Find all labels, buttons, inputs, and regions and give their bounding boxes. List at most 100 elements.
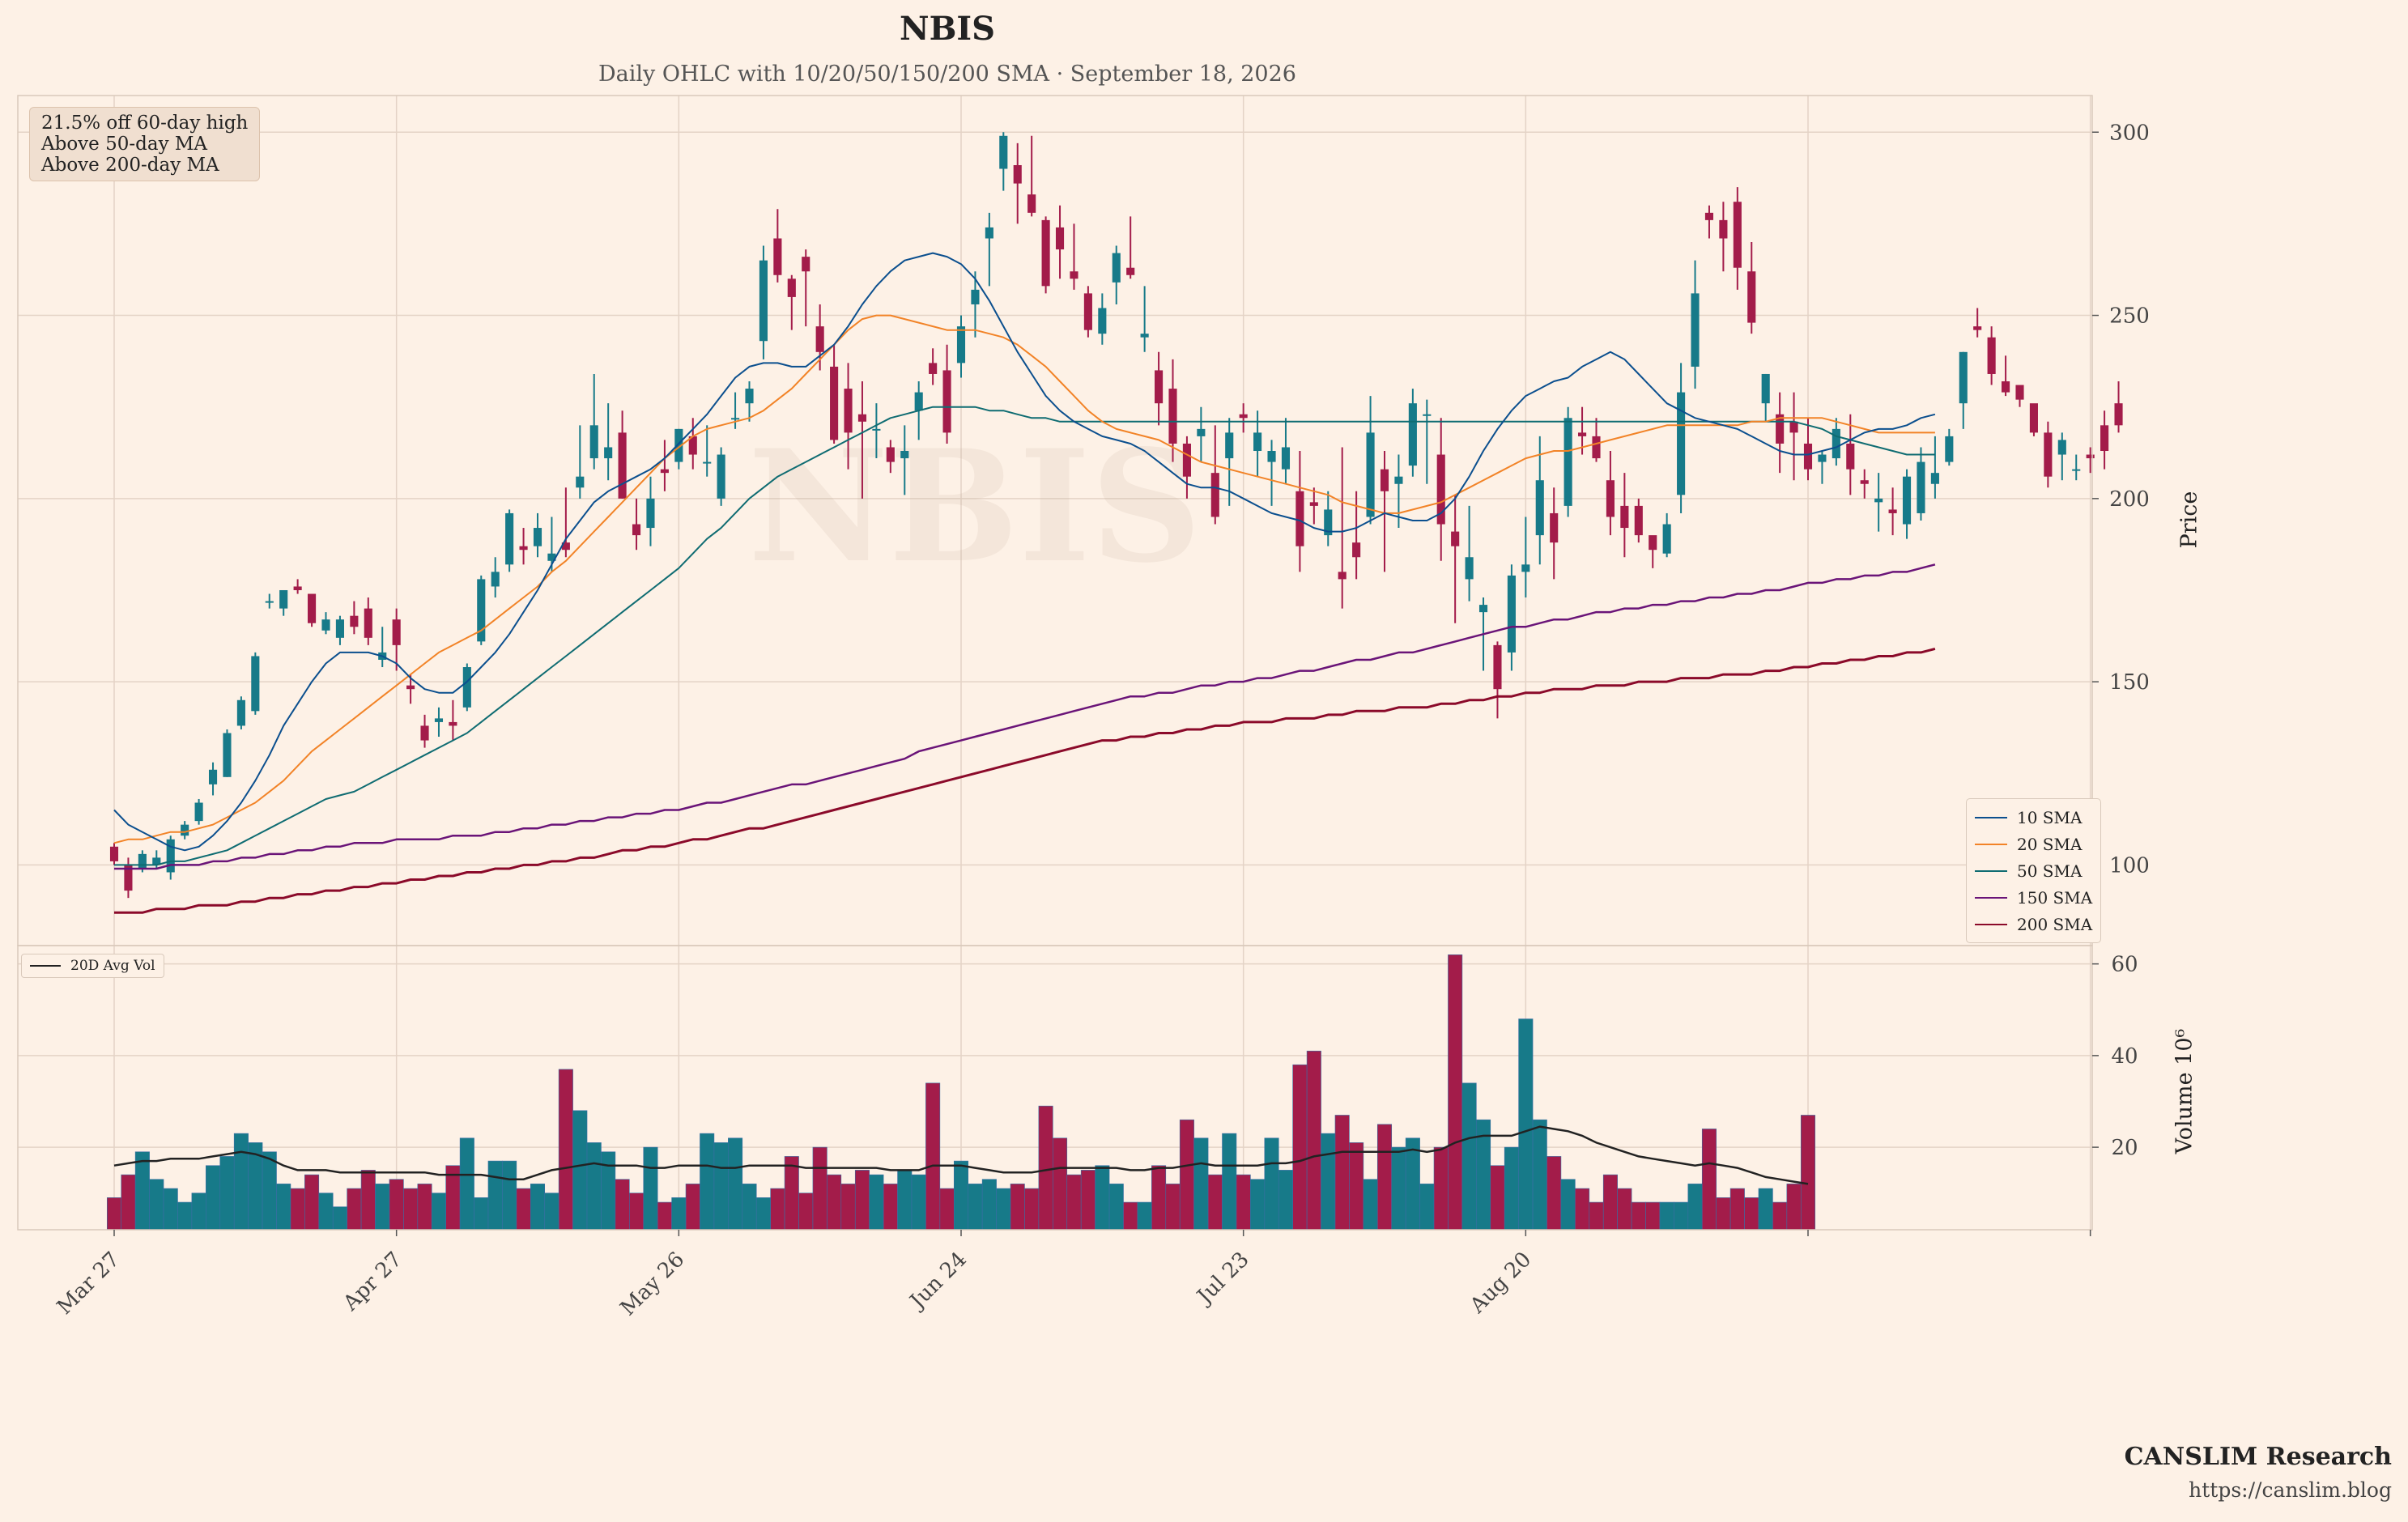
volume-bar: [953, 1160, 969, 1231]
volume-bar: [177, 1201, 193, 1231]
candle-body: [802, 257, 810, 272]
volume-bar: [121, 1174, 136, 1231]
candle-body: [576, 476, 585, 488]
volume-bar: [742, 1184, 757, 1231]
volume-bar: [854, 1170, 870, 1231]
candle-body: [1691, 293, 1700, 367]
candle-body: [1563, 418, 1572, 506]
candle-body: [166, 839, 175, 873]
volume-bar: [784, 1156, 799, 1231]
volume-bar: [1292, 1064, 1308, 1231]
volume-bar: [163, 1188, 178, 1231]
volume-bar: [1349, 1142, 1364, 1231]
candle-body: [787, 278, 796, 297]
volume-bar: [1786, 1184, 1802, 1231]
candle-body: [1761, 373, 1770, 404]
volume-bar: [1207, 1174, 1223, 1231]
legend-swatch-sma200: [1975, 923, 2007, 925]
volume-bar: [134, 1151, 150, 1231]
volume-bar: [1461, 1082, 1477, 1231]
candle-body: [251, 656, 260, 712]
volume-bar: [1532, 1119, 1547, 1231]
candle-body: [1155, 370, 1164, 404]
candle-body: [1210, 473, 1219, 517]
candle-body: [1168, 389, 1177, 444]
candle-body: [1535, 480, 1544, 536]
candle-body: [279, 589, 288, 609]
volume-bar: [615, 1179, 630, 1231]
candle-body: [1083, 293, 1092, 330]
candle-body: [1818, 454, 1827, 462]
volume-bar: [911, 1174, 926, 1231]
volume-bar: [1589, 1201, 1604, 1231]
candle-body: [703, 461, 712, 464]
volume-bar: [1363, 1179, 1378, 1231]
candle-body: [1309, 502, 1318, 506]
x-tick-label: Jun 24: [904, 1248, 972, 1316]
volume-bar: [544, 1193, 559, 1231]
volume-bar: [1376, 1124, 1393, 1231]
candle-body: [2057, 440, 2066, 455]
volume-bar: [1334, 1115, 1350, 1231]
candle-body: [999, 135, 1008, 169]
candle-body: [1649, 535, 1657, 551]
volume-bar: [219, 1156, 235, 1231]
candle-body: [1677, 392, 1686, 495]
volume-bar: [1066, 1174, 1082, 1231]
candle-body: [872, 428, 881, 431]
candle-body: [1197, 428, 1206, 436]
volume-bar: [1264, 1137, 1279, 1231]
x-tick-label: Mar 27: [53, 1248, 125, 1320]
sma150-line: [114, 563, 1936, 870]
candle-body: [1874, 498, 1883, 503]
volume-bar: [304, 1174, 320, 1231]
candle-body: [1930, 473, 1939, 484]
legend-label: 20 SMA: [2017, 834, 2083, 854]
volume-bar: [417, 1184, 432, 1231]
volume-bar: [1433, 1146, 1449, 1231]
volume-bar: [1053, 1137, 1068, 1231]
candle-body: [956, 326, 966, 363]
candle-body: [1465, 557, 1474, 580]
volume-bar: [840, 1184, 856, 1231]
brand-name: CANSLIM Research: [2124, 1443, 2392, 1471]
volume-bar: [389, 1179, 404, 1231]
candle-body: [660, 469, 669, 474]
candle-body: [2100, 425, 2109, 452]
price-y-tick-label: 100: [2109, 853, 2150, 878]
candle-body: [1606, 480, 1615, 517]
candle-body: [1423, 414, 1432, 416]
candle-body: [434, 718, 444, 722]
candle-body: [914, 392, 923, 411]
candle-body: [1860, 480, 1869, 484]
candle-body: [1987, 337, 1996, 374]
candle-body: [1704, 212, 1714, 220]
volume-axis-label: Volume 10⁶: [2172, 1028, 2197, 1154]
candle-body: [208, 769, 218, 784]
candle-body: [420, 725, 429, 741]
volume-bar: [1010, 1184, 1025, 1231]
price-panel: [109, 132, 2123, 899]
sma200-line: [114, 647, 1936, 914]
volume-bar: [375, 1184, 390, 1231]
volume-bar: [1222, 1133, 1237, 1231]
volume-panel: [106, 954, 1816, 1231]
candle-body: [674, 428, 683, 462]
candle-body: [1338, 572, 1347, 580]
candle-body: [971, 289, 980, 304]
candle-body: [1140, 334, 1149, 338]
candle-body: [2002, 381, 2010, 393]
price-axis-label: Price: [2176, 491, 2202, 549]
volume-bar: [530, 1184, 546, 1231]
volume-legend: 20D Avg Vol: [21, 954, 164, 978]
candle-body: [138, 853, 147, 869]
volume-bar: [347, 1188, 362, 1231]
volume-bar: [1490, 1165, 1505, 1231]
candle-body: [1902, 476, 1912, 525]
candle-body: [308, 593, 317, 623]
volume-bar: [1151, 1165, 1167, 1231]
candle-body: [1451, 531, 1460, 546]
sma-legend: 10 SMA 20 SMA 50 SMA 150 SMA 200 SMA: [1966, 798, 2102, 943]
legend-swatch-sma150: [1975, 896, 2007, 899]
candle-body: [547, 553, 556, 561]
